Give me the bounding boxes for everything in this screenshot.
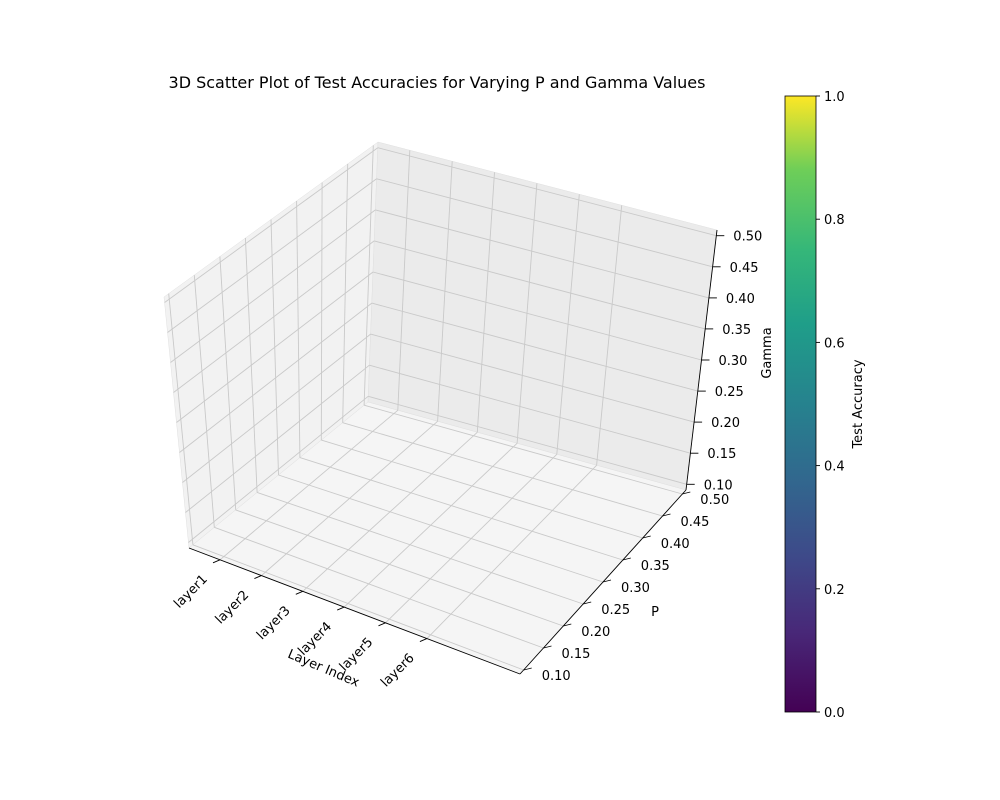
grid-line-z-left <box>188 395 369 543</box>
z-tick-label: 0.25 <box>715 385 744 400</box>
colorbar-tick-label: 1.0 <box>824 90 845 105</box>
x-tick-label: layer6 <box>378 651 418 691</box>
y-tick <box>662 513 671 517</box>
y-tick-label: 0.10 <box>542 669 571 684</box>
x-axis-line <box>188 547 521 675</box>
grid-line-z-left <box>164 147 379 303</box>
grid-line-y-floor <box>278 474 604 583</box>
chart-title: 3D Scatter Plot of Test Accuracies for V… <box>169 73 706 92</box>
axes-panes <box>163 141 718 675</box>
y-tick-label: 0.15 <box>562 647 591 662</box>
grid-line-z-back <box>374 240 706 330</box>
grid-line-z-back <box>368 395 687 485</box>
grid-line-y-floor <box>192 544 524 671</box>
x-tick <box>378 622 386 627</box>
y-tick <box>682 491 691 495</box>
z-tick-label: 0.45 <box>730 261 759 276</box>
tick-marks <box>212 235 725 671</box>
grid-line-z-back <box>369 364 691 454</box>
x-tick-label: layer1 <box>171 572 211 612</box>
grid-line-z-back <box>375 209 710 299</box>
grid-line-z-left <box>185 364 370 513</box>
colorbar-label: Test Accuracy <box>851 359 866 449</box>
y-tick-label: 0.25 <box>601 603 630 618</box>
colorbar-tick-label: 0.4 <box>824 460 845 475</box>
y-tick-label: 0.20 <box>581 625 610 640</box>
x-tick-label: layer2 <box>213 588 253 628</box>
grid-line-y-floor <box>299 457 623 561</box>
grid-line-z-left <box>176 271 374 423</box>
x-tick-label: layer3 <box>254 604 294 644</box>
x-tick <box>295 590 303 595</box>
colorbar-tick-label: 0.6 <box>824 336 845 351</box>
grid-line-y-floor <box>363 404 683 495</box>
y-tick-label: 0.50 <box>700 493 729 508</box>
y-tick <box>602 579 612 583</box>
z-tick-label: 0.35 <box>722 323 751 338</box>
y-tick <box>642 535 651 539</box>
y-tick-label: 0.35 <box>641 559 670 574</box>
x-tick <box>212 559 221 564</box>
x-tick <box>254 575 262 580</box>
grid-line-z-left <box>170 209 376 363</box>
x-tick <box>337 606 345 611</box>
y-tick <box>583 601 592 605</box>
grid-line-z-back <box>376 178 713 268</box>
grid-line-y-floor <box>256 491 584 605</box>
z-axis-label: Gamma <box>760 327 775 378</box>
colorbar-ticks: 0.0 0.2 0.4 0.6 0.8 1.0 <box>816 90 845 721</box>
grid-line-y-floor <box>321 439 643 539</box>
x-tick <box>419 638 428 643</box>
grid-line-z-back <box>377 147 717 237</box>
y-tick-label: 0.40 <box>661 537 690 552</box>
z-tick-label: 0.40 <box>726 292 755 307</box>
colorbar-tick-label: 0.0 <box>824 706 845 721</box>
grid-line-z-back <box>372 271 702 361</box>
y-tick-label: 0.30 <box>621 581 650 596</box>
grid-line-z-left <box>182 333 371 483</box>
z-tick-label: 0.10 <box>704 478 733 493</box>
grid-line-z-back <box>371 302 698 392</box>
grid-line-y-floor <box>235 509 564 627</box>
y-tick <box>523 667 532 671</box>
colorbar-tick-label: 0.8 <box>824 213 845 228</box>
z-tick-label: 0.50 <box>733 230 762 245</box>
z-tick-label: 0.30 <box>719 354 748 369</box>
grid-line-z-back <box>370 333 695 423</box>
grid-line-y-floor <box>214 526 544 649</box>
grid-line-z-left <box>167 178 377 333</box>
y-tick-label: 0.45 <box>681 515 710 530</box>
z-tick-label: 0.20 <box>711 416 740 431</box>
y-tick <box>622 557 631 561</box>
z-tick-label: 0.15 <box>707 447 736 462</box>
grid-line-y-floor <box>342 422 663 517</box>
grid-lines <box>164 145 717 671</box>
grid-line-z-left <box>179 302 373 453</box>
colorbar: 0.0 0.2 0.4 0.6 0.8 1.0 Test Accuracy <box>784 90 866 721</box>
colorbar-tick-label: 0.2 <box>824 583 845 598</box>
grid-line-z-left <box>173 240 375 393</box>
colorbar-gradient <box>784 95 817 713</box>
y-axis-label: P <box>651 605 659 620</box>
y-tick <box>543 645 552 649</box>
y-tick <box>563 623 572 627</box>
